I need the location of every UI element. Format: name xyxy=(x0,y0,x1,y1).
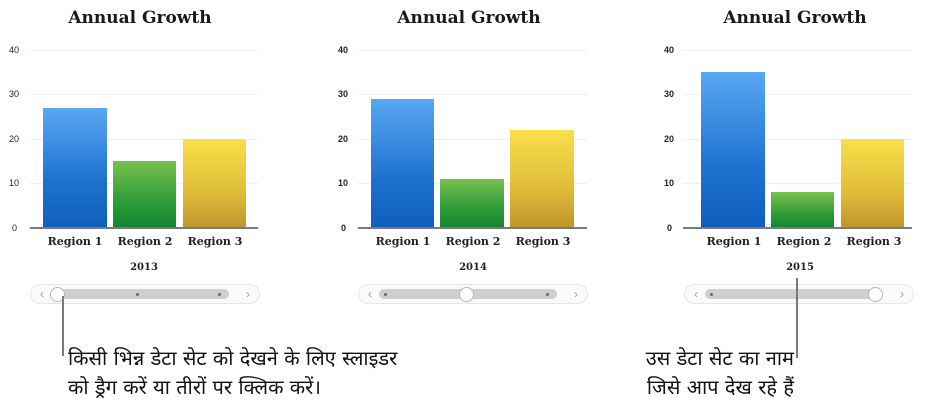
y-tick-30: 30 xyxy=(9,89,20,99)
bar-region-1 xyxy=(701,72,765,228)
slider-stop-dot xyxy=(136,292,139,296)
y-tick-0: 0 xyxy=(341,223,347,233)
x-label-region-3: Region 3 xyxy=(846,235,902,248)
chart-title: Annual Growth xyxy=(397,8,541,28)
x-label-region-1: Region 1 xyxy=(375,235,431,248)
callout-leader-slider xyxy=(62,296,64,356)
y-tick-10: 10 xyxy=(338,178,349,188)
bar-region-1 xyxy=(371,99,434,228)
slider-stop-dot xyxy=(710,292,713,296)
x-label-region-1: Region 1 xyxy=(706,235,762,248)
x-label-region-3: Region 3 xyxy=(515,235,571,248)
y-tick-40: 40 xyxy=(664,45,675,55)
bar-region-1 xyxy=(43,108,107,228)
y-tick-30: 30 xyxy=(338,89,349,99)
bar-region-2 xyxy=(113,161,176,228)
bar-region-2 xyxy=(440,179,504,228)
x-label-region-1: Region 1 xyxy=(47,235,103,248)
callout-dataset-name: उस डेटा सेट का नाम जिसे आप देख रहे हैं xyxy=(598,344,794,402)
chevron-left-icon[interactable]: ‹ xyxy=(40,287,44,301)
chevron-left-icon[interactable]: ‹ xyxy=(368,287,372,301)
slider-thumb[interactable] xyxy=(459,287,474,302)
slider-track[interactable] xyxy=(705,287,883,302)
y-tick-10: 10 xyxy=(664,178,675,188)
chart-panel-2013: Annual Growth 40 30 20 10 0 Region 1 Reg… xyxy=(0,0,300,310)
bar-region-3 xyxy=(183,139,246,228)
dataset-slider[interactable]: ‹ › xyxy=(30,284,260,304)
y-tick-0: 0 xyxy=(12,223,18,233)
plot-area xyxy=(358,50,587,229)
dataset-name: 2014 xyxy=(459,262,487,273)
bar-region-2 xyxy=(771,192,834,228)
chevron-right-icon[interactable]: › xyxy=(900,287,904,301)
y-tick-20: 20 xyxy=(9,134,20,144)
callout-dataset-name-line1: उस डेटा सेट का नाम xyxy=(645,346,794,370)
chart-panel-2014: Annual Growth 40 30 20 10 0 Region 1 Reg… xyxy=(329,0,629,310)
slider-thumb[interactable] xyxy=(868,287,883,302)
y-tick-0: 0 xyxy=(667,223,673,233)
chart-panel-2015: Annual Growth 40 30 20 10 0 Region 1 Reg… xyxy=(655,0,931,310)
chevron-left-icon[interactable]: ‹ xyxy=(694,287,698,301)
bar-region-3 xyxy=(510,130,574,228)
y-tick-40: 40 xyxy=(9,45,20,55)
y-tick-20: 20 xyxy=(664,134,675,144)
callout-slider-hint: किसी भिन्न डेटा सेट को देखने के लिए स्ला… xyxy=(68,344,397,402)
chevron-right-icon[interactable]: › xyxy=(574,287,578,301)
callout-slider-hint-line2: को ड्रैग करें या तीरों पर क्लिक करें। xyxy=(68,375,321,399)
x-label-region-2: Region 2 xyxy=(776,235,832,248)
y-tick-30: 30 xyxy=(664,89,675,99)
x-axis xyxy=(358,227,587,229)
chevron-right-icon[interactable]: › xyxy=(246,287,250,301)
callout-leader-dataset-name xyxy=(796,278,798,358)
plot-area xyxy=(683,50,912,229)
x-label-region-2: Region 2 xyxy=(445,235,501,248)
dataset-name: 2013 xyxy=(130,262,158,273)
dataset-name: 2015 xyxy=(786,262,814,273)
slider-track[interactable] xyxy=(379,287,557,302)
slider-track[interactable] xyxy=(50,287,229,302)
chart-title: Annual Growth xyxy=(68,8,212,28)
x-axis xyxy=(30,227,258,229)
slider-thumb[interactable] xyxy=(50,287,65,302)
dataset-slider[interactable]: ‹ › xyxy=(684,284,914,304)
x-label-region-2: Region 2 xyxy=(117,235,173,248)
slider-stop-dot xyxy=(384,292,387,296)
bar-region-3 xyxy=(841,139,904,228)
y-tick-40: 40 xyxy=(338,45,349,55)
slider-stop-dot xyxy=(218,292,221,296)
slider-stop-dot xyxy=(546,292,549,296)
x-axis xyxy=(683,227,912,229)
y-tick-10: 10 xyxy=(9,178,20,188)
chart-title: Annual Growth xyxy=(723,8,867,28)
y-tick-20: 20 xyxy=(338,134,349,144)
dataset-slider[interactable]: ‹ › xyxy=(358,284,588,304)
callout-dataset-name-line2: जिसे आप देख रहे हैं xyxy=(646,375,794,399)
x-label-region-3: Region 3 xyxy=(187,235,243,248)
plot-area xyxy=(30,50,258,229)
callout-slider-hint-line1: किसी भिन्न डेटा सेट को देखने के लिए स्ला… xyxy=(68,346,398,370)
